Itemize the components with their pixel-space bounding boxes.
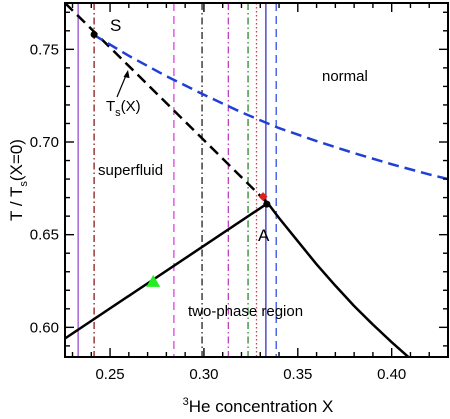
point-3-marker xyxy=(258,192,268,202)
x-tick-label: 0.30 xyxy=(189,366,218,383)
x-tick-label: 0.35 xyxy=(283,366,312,383)
point-4-marker xyxy=(146,274,161,287)
y-tick-label: 0.75 xyxy=(30,41,59,58)
series-line-1 xyxy=(65,202,269,340)
point-label-a: A xyxy=(258,226,270,245)
markers-group xyxy=(90,31,271,287)
y-tick-label: 0.60 xyxy=(30,319,59,336)
region-label-normal: normal xyxy=(322,68,368,85)
x-axis-label: 3He concentration X xyxy=(183,396,334,416)
x-tick-label: 0.25 xyxy=(95,366,124,383)
x-tick-label: 0.40 xyxy=(377,366,406,383)
ts-label: Ts(X) xyxy=(106,98,141,119)
vertical-lines-group xyxy=(77,3,277,357)
y-axis-label: T / Ts(X=0) xyxy=(7,139,30,221)
series-group xyxy=(65,3,448,357)
y-tick-label: 0.65 xyxy=(30,227,59,244)
series-line-2 xyxy=(266,202,411,357)
region-label-superfluid: superfluid xyxy=(98,162,163,179)
region-label-two-phase: two-phase region xyxy=(188,303,303,320)
ts-curve-label: Ts(X) xyxy=(106,70,141,119)
ts-arrow-head xyxy=(123,70,130,78)
series-line-3 xyxy=(65,3,269,205)
point-s-marker xyxy=(90,31,98,39)
plot-frame xyxy=(64,2,449,358)
ticks-group: 0.25 0.30 0.35 0.40 0.60 0.65 0.70 0.75 xyxy=(30,3,449,383)
point-label-s: S xyxy=(110,16,121,35)
y-tick-label: 0.70 xyxy=(30,134,59,151)
series-line-4 xyxy=(92,33,448,181)
point-a-marker xyxy=(263,200,271,208)
